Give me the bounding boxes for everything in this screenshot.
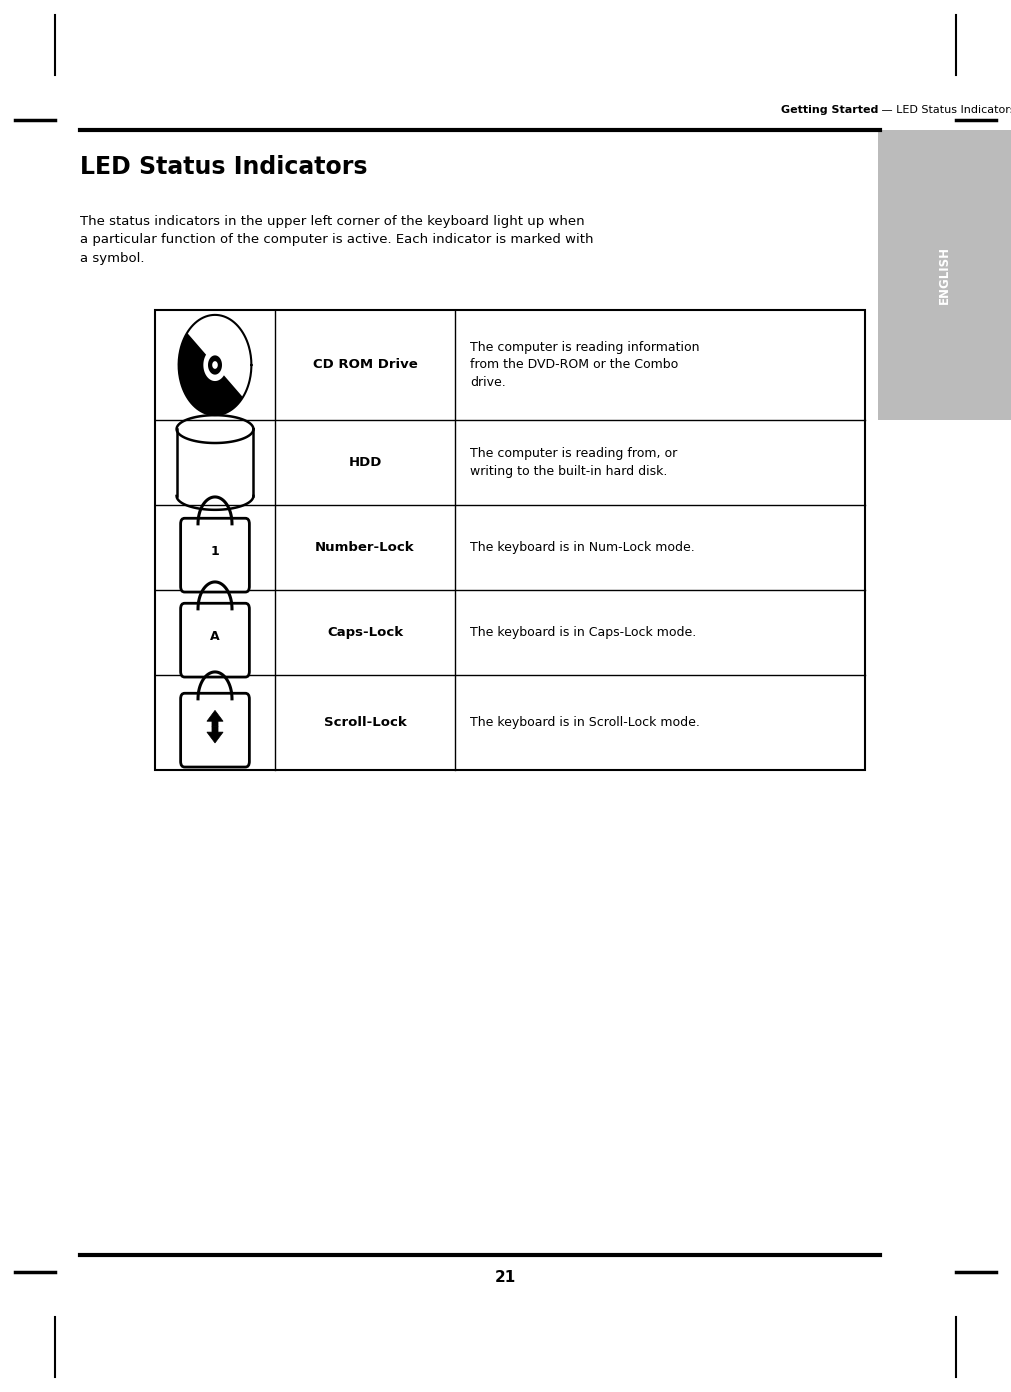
Text: LED Status Indicators: LED Status Indicators xyxy=(80,155,368,180)
Polygon shape xyxy=(207,710,223,727)
Polygon shape xyxy=(203,349,226,381)
Polygon shape xyxy=(177,415,254,496)
Text: The keyboard is in Num-Lock mode.: The keyboard is in Num-Lock mode. xyxy=(470,541,695,554)
FancyBboxPatch shape xyxy=(878,129,1011,420)
Text: ENGLISH: ENGLISH xyxy=(938,246,951,303)
Text: The computer is reading from, or
writing to the built-in hard disk.: The computer is reading from, or writing… xyxy=(470,447,677,477)
Polygon shape xyxy=(212,361,217,369)
FancyBboxPatch shape xyxy=(181,693,250,767)
Text: A: A xyxy=(210,631,219,643)
Text: The keyboard is in Scroll-Lock mode.: The keyboard is in Scroll-Lock mode. xyxy=(470,715,700,729)
Polygon shape xyxy=(207,727,223,743)
Text: 21: 21 xyxy=(494,1270,517,1285)
Text: — LED Status Indicators: — LED Status Indicators xyxy=(878,104,1011,116)
Text: Scroll-Lock: Scroll-Lock xyxy=(324,715,406,729)
FancyBboxPatch shape xyxy=(181,518,250,592)
Text: CD ROM Drive: CD ROM Drive xyxy=(312,359,418,372)
Text: HDD: HDD xyxy=(349,457,382,469)
Polygon shape xyxy=(187,315,252,397)
Text: The status indicators in the upper left corner of the keyboard light up when
a p: The status indicators in the upper left … xyxy=(80,214,593,264)
FancyBboxPatch shape xyxy=(181,603,250,677)
Text: The computer is reading information
from the DVD-ROM or the Combo
drive.: The computer is reading information from… xyxy=(470,341,700,388)
Text: Getting Started: Getting Started xyxy=(780,104,878,116)
Polygon shape xyxy=(179,315,252,415)
Text: 1: 1 xyxy=(210,546,219,558)
Text: The keyboard is in Caps-Lock mode.: The keyboard is in Caps-Lock mode. xyxy=(470,626,697,639)
Text: Number-Lock: Number-Lock xyxy=(315,541,415,554)
Text: Caps-Lock: Caps-Lock xyxy=(327,626,403,639)
FancyBboxPatch shape xyxy=(155,310,865,770)
Polygon shape xyxy=(208,355,222,374)
